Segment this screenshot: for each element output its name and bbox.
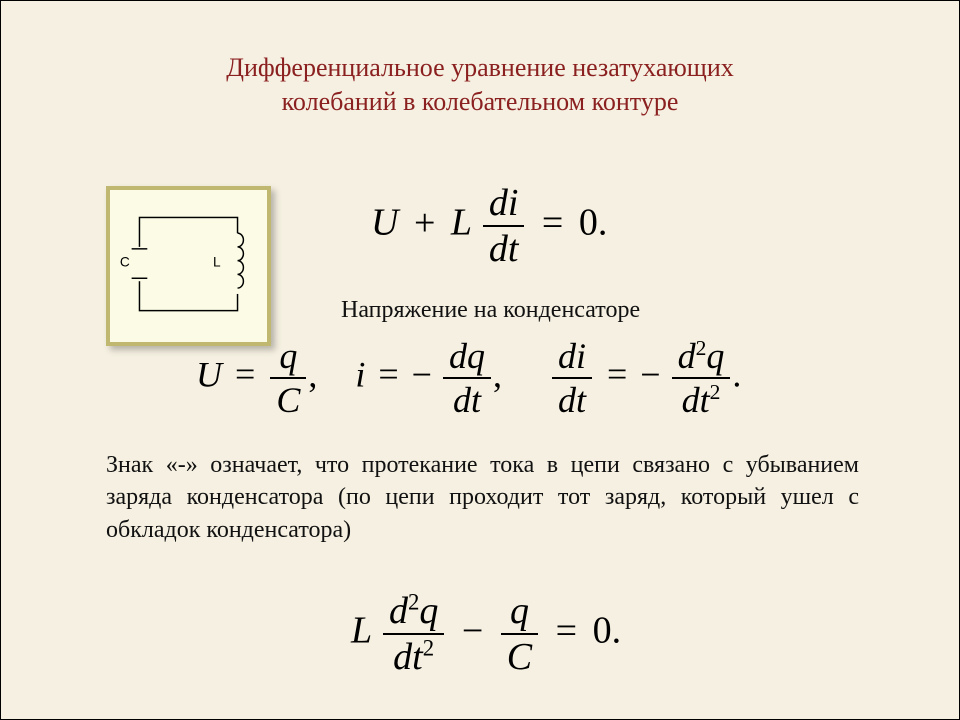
equation-substitutions: U = qC, i = − dqdt, didt = − d2q dt2 . xyxy=(196,335,741,421)
lc-circuit-icon: C L xyxy=(110,190,267,342)
equation-final: L d2q dt2 − qC = 0. xyxy=(351,589,621,679)
title-line-2: колебаний в колебательном контуре xyxy=(282,87,679,116)
title-line-1: Дифференциальное уравнение незатухающих xyxy=(226,53,734,82)
explanation-paragraph: Знак «-» означает, что протекание тока в… xyxy=(106,449,859,546)
inductor-label: L xyxy=(213,254,221,269)
caption-voltage: Напряжение на конденсаторе xyxy=(341,297,640,324)
lc-circuit-diagram: C L xyxy=(106,186,271,346)
capacitor-label: C xyxy=(120,254,130,269)
equation-kirchhoff: U + L didt = 0. xyxy=(371,181,607,271)
page-title: Дифференциальное уравнение незатухающих … xyxy=(1,1,959,129)
